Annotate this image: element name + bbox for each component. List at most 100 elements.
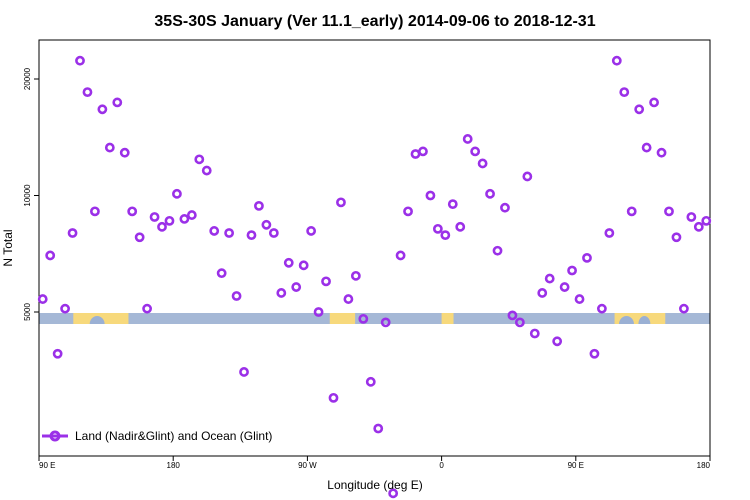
data-point: [164, 215, 175, 226]
data-point: [380, 317, 391, 328]
data-point: [52, 348, 63, 359]
data-point: [119, 147, 130, 158]
legend-entry-label: Land (Nadir&Glint) and Ocean (Glint): [75, 429, 272, 443]
data-point: [104, 142, 115, 153]
y-axis-ticks: 5000 10000 20000: [23, 67, 39, 321]
plot-area-frame: [38, 39, 711, 457]
x-axis-label: Longitude (deg E): [327, 478, 422, 492]
data-point: [246, 230, 257, 241]
data-point: [395, 250, 406, 261]
y-tick-label: 10000: [23, 184, 32, 207]
data-point: [239, 367, 249, 377]
legend: Land (Nadir&Glint) and Ocean (Glint): [42, 429, 272, 443]
data-point: [462, 134, 473, 144]
data-point: [418, 146, 428, 157]
data-point: [321, 276, 331, 287]
data-point: [127, 206, 138, 217]
data-point: [388, 488, 399, 499]
data-points: [37, 55, 712, 499]
x-tick-label: 90 E: [568, 461, 584, 470]
legend-marker: [49, 430, 61, 442]
land-ocean-band: [39, 313, 710, 324]
data-point: [559, 282, 570, 292]
data-point: [358, 313, 369, 324]
y-axis-label: N Total: [1, 229, 15, 266]
land-bump: [619, 316, 634, 324]
data-point: [686, 212, 697, 222]
data-point: [283, 257, 294, 268]
data-point: [201, 165, 212, 176]
data-point: [477, 158, 488, 169]
data-point: [574, 294, 585, 304]
data-point: [693, 221, 704, 232]
data-point: [596, 303, 607, 314]
data-point: [231, 291, 242, 301]
data-point: [664, 206, 674, 217]
data-point: [45, 250, 56, 261]
land-bump: [89, 316, 105, 324]
data-point: [306, 226, 317, 236]
data-point: [567, 265, 577, 276]
data-point: [529, 328, 540, 339]
data-point: [365, 376, 376, 387]
data-point: [626, 206, 637, 217]
x-tick-label: 180: [697, 461, 711, 470]
data-point: [224, 228, 235, 238]
data-point: [619, 87, 630, 98]
data-point: [604, 228, 615, 238]
data-point: [492, 245, 503, 256]
y-tick-label: 5000: [23, 303, 32, 321]
data-point: [254, 200, 264, 211]
data-point: [216, 268, 227, 279]
data-point: [649, 97, 659, 108]
data-point: [514, 317, 525, 328]
data-point: [112, 97, 123, 108]
chart-title: 35S-30S January (Ver 11.1_early) 2014-09…: [154, 13, 595, 30]
data-point: [455, 221, 466, 232]
data-point: [373, 423, 384, 434]
data-point: [500, 202, 510, 213]
data-point: [522, 171, 533, 182]
x-axis-ticks: 90 E 180 90 W 0 90 E 180: [38, 456, 711, 470]
data-point: [97, 104, 108, 115]
x-tick-label: 90 E: [39, 461, 55, 470]
data-point: [209, 226, 220, 236]
data-point: [60, 303, 70, 314]
y-tick-label: 20000: [23, 67, 32, 90]
data-point: [403, 206, 413, 217]
data-point: [507, 310, 518, 321]
data-point: [291, 282, 302, 292]
data-point: [701, 215, 712, 226]
data-point: [313, 307, 324, 317]
ocean-band: [39, 313, 710, 324]
data-point: [440, 230, 451, 241]
data-point: [336, 197, 346, 208]
data-point: [172, 188, 182, 199]
data-point: [298, 260, 309, 271]
data-point: [470, 146, 481, 157]
data-point: [82, 87, 93, 98]
data-point: [261, 219, 272, 230]
data-point: [582, 252, 592, 263]
land-patch: [329, 313, 356, 324]
data-point: [537, 288, 548, 298]
data-point: [425, 190, 436, 201]
land-patch: [614, 313, 666, 324]
x-tick-label: 180: [167, 461, 181, 470]
data-point: [671, 232, 682, 243]
land-bump: [638, 316, 651, 324]
data-point: [641, 142, 652, 153]
data-point: [90, 206, 100, 217]
data-point: [328, 392, 339, 403]
data-point: [432, 223, 443, 234]
data-point: [679, 303, 689, 314]
data-point: [134, 232, 145, 243]
data-point: [656, 147, 667, 158]
data-point: [194, 154, 205, 165]
data-point: [157, 221, 167, 232]
data-point: [67, 228, 78, 238]
x-tick-label: 0: [439, 461, 444, 470]
data-point: [276, 288, 287, 298]
data-point: [268, 228, 279, 238]
